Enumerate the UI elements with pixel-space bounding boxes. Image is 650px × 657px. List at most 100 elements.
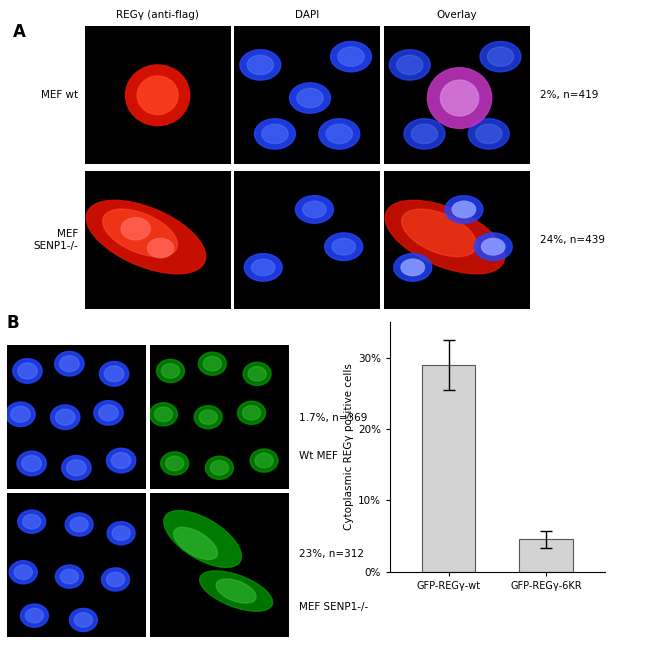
Text: MEF SENP1-/-: MEF SENP1-/- bbox=[299, 602, 369, 612]
Ellipse shape bbox=[18, 510, 46, 533]
Ellipse shape bbox=[488, 47, 514, 66]
Ellipse shape bbox=[99, 361, 129, 386]
Ellipse shape bbox=[205, 456, 233, 480]
Ellipse shape bbox=[18, 363, 37, 379]
Ellipse shape bbox=[330, 41, 372, 72]
Ellipse shape bbox=[161, 364, 179, 378]
Ellipse shape bbox=[10, 406, 31, 422]
Ellipse shape bbox=[439, 83, 480, 113]
Ellipse shape bbox=[255, 119, 295, 149]
Text: Wt MEF: Wt MEF bbox=[299, 451, 338, 461]
Ellipse shape bbox=[148, 238, 174, 258]
Ellipse shape bbox=[121, 217, 150, 240]
Ellipse shape bbox=[389, 50, 430, 80]
Ellipse shape bbox=[166, 456, 184, 470]
Ellipse shape bbox=[55, 565, 83, 588]
Text: MEF
SENP1-/-: MEF SENP1-/- bbox=[33, 229, 78, 250]
Ellipse shape bbox=[402, 209, 476, 257]
Ellipse shape bbox=[394, 254, 432, 281]
Ellipse shape bbox=[107, 572, 125, 587]
Ellipse shape bbox=[200, 571, 272, 611]
Ellipse shape bbox=[240, 50, 281, 80]
Ellipse shape bbox=[157, 359, 185, 382]
Ellipse shape bbox=[216, 579, 256, 603]
Ellipse shape bbox=[111, 453, 131, 468]
Text: REGγ (anti-flag): REGγ (anti-flag) bbox=[116, 10, 199, 20]
Ellipse shape bbox=[252, 259, 275, 276]
Ellipse shape bbox=[242, 405, 261, 420]
Ellipse shape bbox=[250, 449, 278, 472]
Circle shape bbox=[441, 80, 478, 116]
Y-axis label: Cytoplasmic REGγ positive cells: Cytoplasmic REGγ positive cells bbox=[344, 363, 354, 530]
Ellipse shape bbox=[194, 405, 222, 429]
Text: 24%, n=439: 24%, n=439 bbox=[540, 235, 604, 245]
Ellipse shape bbox=[155, 407, 172, 422]
Ellipse shape bbox=[6, 402, 35, 426]
Ellipse shape bbox=[324, 233, 363, 260]
Circle shape bbox=[125, 65, 190, 125]
Ellipse shape bbox=[14, 565, 32, 579]
Ellipse shape bbox=[23, 514, 41, 529]
Ellipse shape bbox=[103, 209, 177, 257]
Text: B: B bbox=[6, 314, 19, 332]
Ellipse shape bbox=[70, 608, 98, 631]
Text: DAPI: DAPI bbox=[295, 10, 319, 20]
Ellipse shape bbox=[86, 200, 205, 274]
Ellipse shape bbox=[51, 405, 80, 430]
Bar bbox=[422, 365, 475, 572]
Ellipse shape bbox=[107, 448, 136, 473]
Ellipse shape bbox=[198, 352, 226, 375]
Ellipse shape bbox=[468, 119, 510, 149]
Ellipse shape bbox=[9, 560, 37, 584]
Ellipse shape bbox=[480, 41, 521, 72]
Ellipse shape bbox=[211, 461, 228, 475]
Ellipse shape bbox=[55, 351, 84, 376]
Ellipse shape bbox=[243, 362, 271, 386]
Ellipse shape bbox=[303, 201, 326, 217]
Ellipse shape bbox=[445, 196, 483, 223]
Ellipse shape bbox=[411, 124, 437, 144]
Ellipse shape bbox=[199, 410, 217, 424]
Ellipse shape bbox=[447, 88, 473, 108]
Ellipse shape bbox=[60, 570, 79, 584]
Ellipse shape bbox=[25, 608, 44, 623]
Ellipse shape bbox=[55, 409, 75, 425]
Ellipse shape bbox=[318, 119, 360, 149]
Ellipse shape bbox=[244, 254, 282, 281]
Bar bbox=[519, 539, 573, 572]
Ellipse shape bbox=[150, 403, 177, 426]
Ellipse shape bbox=[262, 124, 288, 144]
Ellipse shape bbox=[326, 124, 352, 144]
Ellipse shape bbox=[21, 604, 49, 627]
Ellipse shape bbox=[255, 453, 273, 468]
Text: C: C bbox=[384, 294, 396, 312]
Ellipse shape bbox=[474, 233, 512, 260]
Ellipse shape bbox=[161, 452, 188, 475]
Ellipse shape bbox=[164, 510, 241, 568]
Ellipse shape bbox=[248, 367, 266, 381]
Ellipse shape bbox=[401, 259, 424, 276]
Ellipse shape bbox=[62, 455, 91, 480]
Ellipse shape bbox=[203, 357, 222, 371]
Ellipse shape bbox=[99, 405, 118, 421]
Ellipse shape bbox=[385, 200, 504, 274]
Ellipse shape bbox=[295, 196, 333, 223]
Ellipse shape bbox=[396, 55, 423, 75]
Text: 2%, n=419: 2%, n=419 bbox=[540, 90, 598, 101]
Ellipse shape bbox=[107, 522, 135, 545]
Ellipse shape bbox=[174, 527, 218, 560]
Ellipse shape bbox=[13, 359, 42, 383]
Ellipse shape bbox=[70, 517, 88, 532]
Circle shape bbox=[137, 76, 178, 114]
Ellipse shape bbox=[74, 613, 92, 627]
Ellipse shape bbox=[66, 460, 86, 476]
Ellipse shape bbox=[290, 83, 331, 113]
Ellipse shape bbox=[404, 119, 445, 149]
Ellipse shape bbox=[297, 88, 323, 108]
Ellipse shape bbox=[476, 124, 502, 144]
Ellipse shape bbox=[112, 526, 130, 541]
Ellipse shape bbox=[22, 455, 42, 472]
Ellipse shape bbox=[101, 568, 129, 591]
Ellipse shape bbox=[338, 47, 364, 66]
Ellipse shape bbox=[247, 55, 274, 75]
